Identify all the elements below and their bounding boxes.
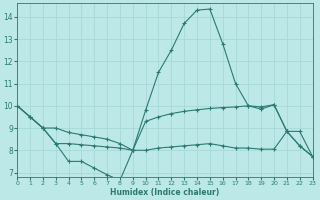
X-axis label: Humidex (Indice chaleur): Humidex (Indice chaleur) xyxy=(110,188,220,197)
